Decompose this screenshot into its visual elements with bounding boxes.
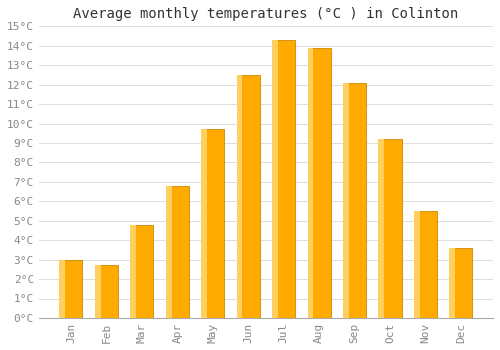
Bar [60,260,65,318]
Title: Average monthly temperatures (°C ) in Colinton: Average monthly temperatures (°C ) in Co… [74,7,458,21]
Bar [414,211,437,318]
Bar [378,139,384,318]
Bar [343,83,349,318]
Bar [378,139,402,318]
Bar [450,248,455,318]
Bar [166,186,189,318]
Bar [272,40,278,318]
Bar [130,225,136,318]
Bar [236,75,260,318]
Bar [308,48,330,318]
Bar [201,130,224,318]
Bar [414,211,420,318]
Bar [450,248,472,318]
Bar [343,83,366,318]
Bar [60,260,82,318]
Bar [272,40,295,318]
Bar [130,225,154,318]
Bar [201,130,207,318]
Bar [166,186,172,318]
Bar [236,75,242,318]
Bar [95,265,118,318]
Bar [95,265,100,318]
Bar [308,48,314,318]
